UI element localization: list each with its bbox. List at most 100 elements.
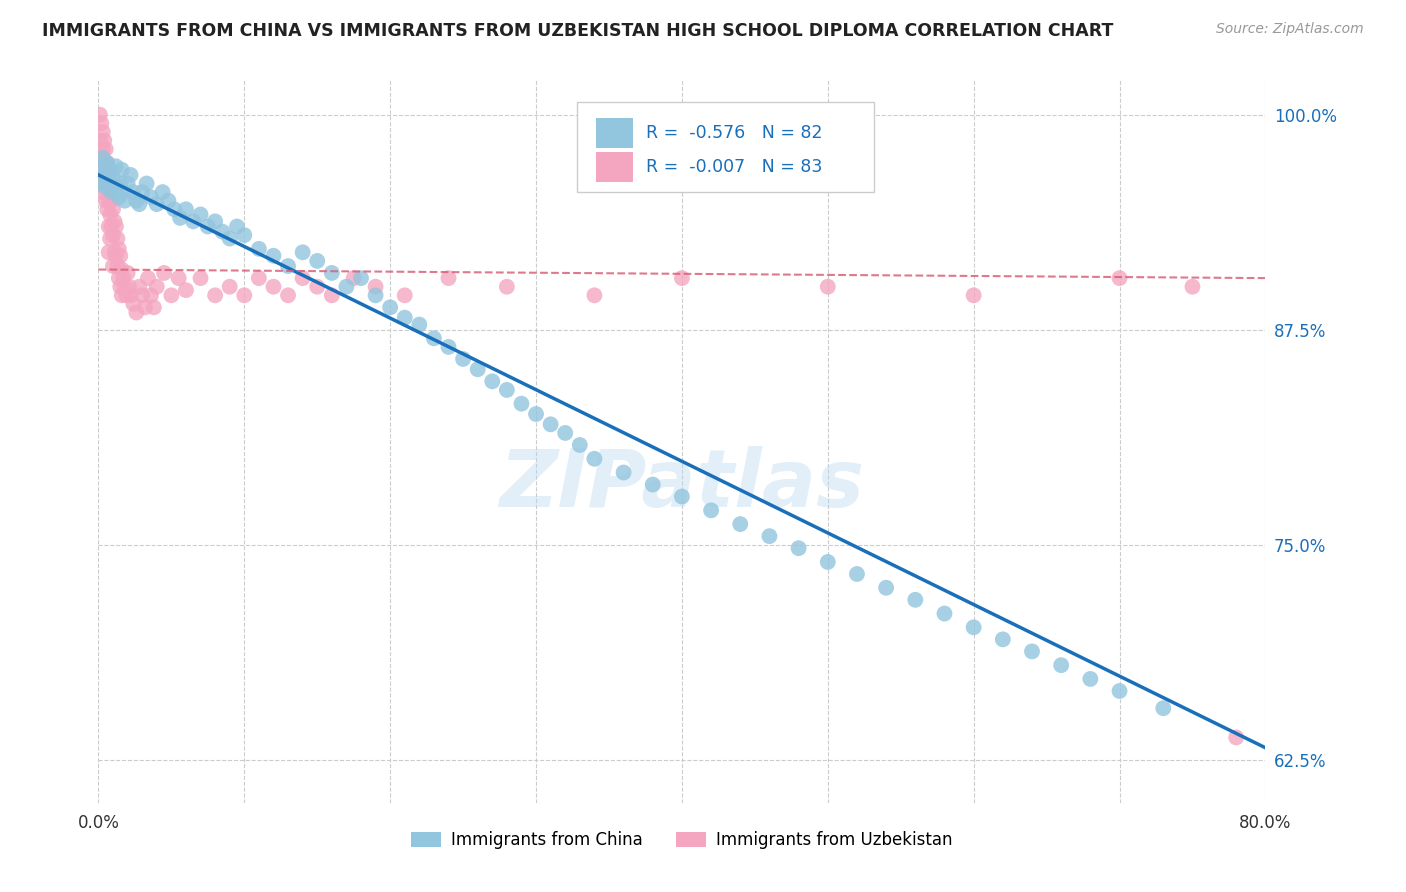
FancyBboxPatch shape [596, 118, 633, 148]
Point [93, 134, 115, 148]
Point [321, 266, 343, 280]
Point [90, 151, 112, 165]
Point [934, 607, 956, 621]
Point [568, 438, 591, 452]
Point [394, 288, 416, 302]
Point [89, 159, 111, 173]
Point [96, 202, 118, 217]
Point [962, 620, 984, 634]
Point [97, 173, 120, 187]
Point [540, 417, 562, 432]
Point [131, 185, 153, 199]
Point [118, 279, 141, 293]
Point [991, 632, 1014, 647]
Point [101, 202, 124, 217]
Point [233, 288, 256, 302]
Point [94, 180, 117, 194]
Point [467, 362, 489, 376]
Point [125, 305, 148, 319]
Point [105, 180, 128, 194]
Point [307, 254, 329, 268]
Point [117, 177, 139, 191]
Point [1108, 684, 1130, 698]
Point [204, 288, 226, 302]
Point [98, 231, 121, 245]
Point [94, 194, 117, 208]
Point [1181, 279, 1204, 293]
Point [157, 194, 180, 208]
Text: R =  -0.007   N = 83: R = -0.007 N = 83 [645, 158, 823, 176]
Point [583, 288, 606, 302]
Point [142, 301, 165, 315]
Point [190, 271, 212, 285]
Point [277, 259, 299, 273]
Point [94, 142, 117, 156]
Point [524, 407, 547, 421]
Point [1225, 731, 1247, 745]
Point [671, 271, 693, 285]
Point [134, 301, 156, 315]
Point [96, 177, 118, 191]
Point [291, 245, 314, 260]
Point [181, 214, 204, 228]
Point [612, 466, 634, 480]
Point [496, 383, 519, 397]
Point [104, 219, 127, 234]
Point [451, 351, 474, 366]
Point [437, 340, 460, 354]
Point [100, 185, 122, 199]
Point [226, 219, 249, 234]
Point [91, 125, 114, 139]
Point [93, 156, 115, 170]
Point [111, 162, 134, 177]
Point [380, 301, 402, 315]
Point [117, 266, 139, 280]
Point [120, 288, 142, 302]
Point [211, 225, 233, 239]
Legend: Immigrants from China, Immigrants from Uzbekistan: Immigrants from China, Immigrants from U… [405, 824, 959, 856]
Text: IMMIGRANTS FROM CHINA VS IMMIGRANTS FROM UZBEKISTAN HIGH SCHOOL DIPLOMA CORRELAT: IMMIGRANTS FROM CHINA VS IMMIGRANTS FROM… [42, 22, 1114, 40]
Point [875, 581, 897, 595]
Text: ZIPatlas: ZIPatlas [499, 446, 865, 524]
Point [139, 288, 162, 302]
Text: R =  -0.576   N = 82: R = -0.576 N = 82 [645, 124, 823, 142]
Point [108, 242, 131, 256]
Text: Source: ZipAtlas.com: Source: ZipAtlas.com [1216, 22, 1364, 37]
Point [700, 503, 723, 517]
Point [122, 297, 145, 311]
Point [321, 288, 343, 302]
Point [111, 262, 134, 277]
Point [97, 168, 120, 182]
Point [136, 271, 159, 285]
Point [247, 242, 270, 256]
Point [103, 245, 125, 260]
FancyBboxPatch shape [596, 152, 633, 182]
Point [105, 259, 128, 273]
Point [1021, 644, 1043, 658]
Point [174, 202, 197, 217]
Point [94, 162, 117, 177]
Point [904, 592, 927, 607]
Point [108, 190, 131, 204]
Point [122, 185, 145, 199]
Point [90, 177, 112, 191]
Point [787, 541, 810, 556]
Point [163, 202, 186, 217]
Point [89, 134, 111, 148]
Point [98, 180, 121, 194]
Point [139, 190, 162, 204]
Point [1152, 701, 1174, 715]
Point [307, 279, 329, 293]
Point [233, 228, 256, 243]
Point [169, 211, 191, 225]
Point [97, 245, 120, 260]
Point [135, 177, 157, 191]
Point [394, 310, 416, 325]
Point [101, 171, 124, 186]
Point [114, 279, 136, 293]
Point [89, 108, 111, 122]
Point [174, 283, 197, 297]
Point [1050, 658, 1073, 673]
Point [91, 151, 114, 165]
Point [111, 288, 134, 302]
